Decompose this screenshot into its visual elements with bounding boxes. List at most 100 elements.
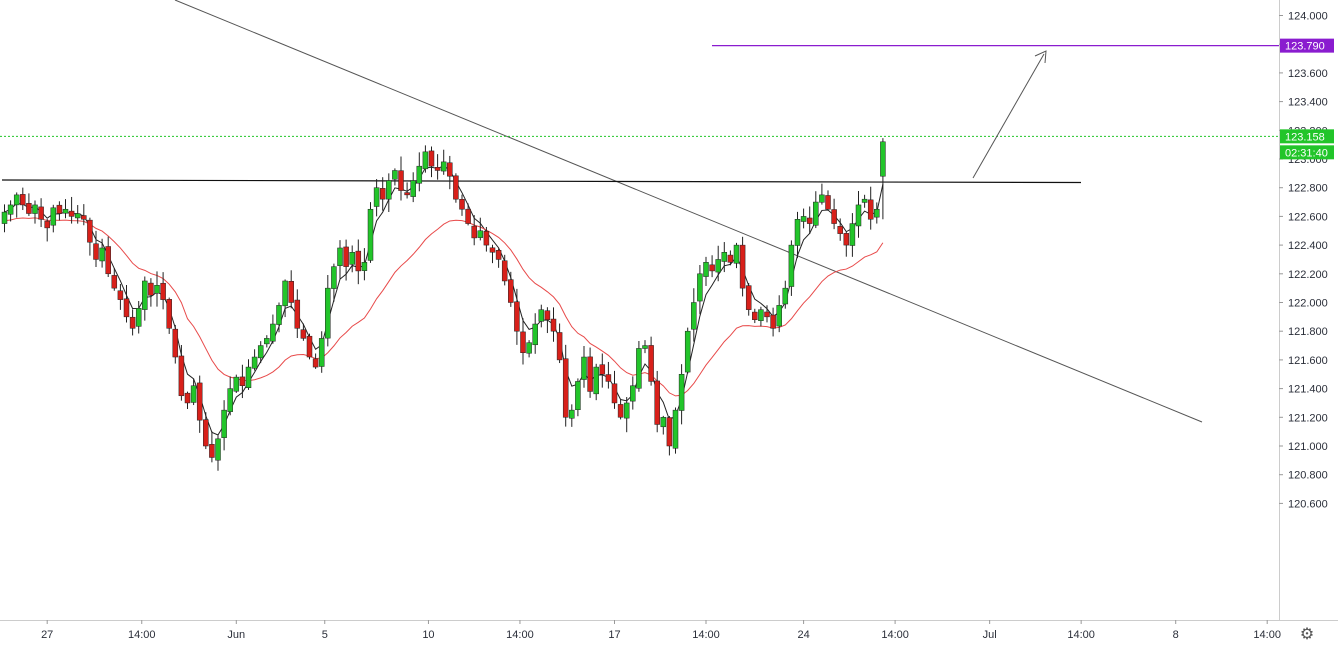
candle-body	[422, 151, 429, 170]
candle-body	[483, 231, 490, 246]
candle-body	[373, 187, 380, 207]
y-tick-label: 122.400	[1288, 240, 1328, 252]
candle-body	[599, 364, 606, 375]
candle-body	[471, 225, 477, 239]
x-tick-label: 14:00	[506, 629, 534, 641]
candle-body	[68, 210, 75, 217]
candle-body	[825, 195, 831, 210]
y-tick-label: 121.600	[1288, 355, 1328, 367]
candle-body	[361, 262, 368, 271]
candle-body	[166, 299, 172, 329]
candle-body	[367, 208, 374, 261]
y-tick-label: 123.600	[1288, 68, 1328, 80]
candle-body	[440, 161, 447, 172]
countdown-tag-bg	[1280, 145, 1334, 160]
candle-body	[379, 188, 386, 200]
candle-body	[386, 180, 392, 200]
candle-body	[160, 282, 166, 300]
candle-body	[648, 345, 654, 382]
candle-body	[843, 233, 850, 246]
candle-body	[776, 305, 782, 327]
candle-body	[178, 355, 185, 397]
candle-body	[325, 287, 331, 339]
candle-body	[87, 219, 93, 243]
candle-body	[32, 204, 38, 214]
candle-body	[123, 298, 130, 318]
candle-body	[532, 323, 538, 346]
ema-slow-line	[4, 217, 884, 397]
y-tick-label: 122.000	[1288, 298, 1328, 310]
candle-body	[501, 260, 508, 282]
candle-body	[666, 417, 673, 447]
arrow-head	[1034, 50, 1047, 64]
candle-body	[264, 338, 270, 345]
candle-body	[745, 285, 752, 310]
candle-body	[831, 209, 837, 224]
candle-body	[465, 208, 471, 224]
candle-body	[1, 211, 8, 224]
x-tick-label: 14:00	[128, 629, 156, 641]
candle-body	[575, 381, 581, 410]
candle-body	[514, 301, 520, 332]
x-tick-label: 8	[1173, 629, 1179, 641]
candle-body	[154, 285, 160, 294]
candle-body	[605, 374, 612, 382]
candle-body	[721, 252, 728, 262]
candle-body	[337, 247, 343, 266]
candle-body	[770, 314, 776, 329]
candle-body	[221, 409, 227, 438]
candle-body	[684, 330, 691, 373]
y-tick-label: 120.800	[1288, 470, 1328, 482]
candle-body	[38, 206, 44, 220]
candle-body	[331, 266, 337, 289]
y-tick-label: 124.000	[1288, 11, 1328, 23]
candle-body	[245, 366, 252, 389]
y-tick-label: 120.600	[1288, 498, 1328, 510]
gear-icon[interactable]: ⚙	[1299, 624, 1315, 643]
candle-body	[142, 280, 148, 310]
candle-body	[697, 273, 703, 302]
x-tick-label: 10	[422, 629, 434, 641]
candle-body	[636, 348, 642, 389]
candle-body	[447, 162, 453, 177]
resistance-line	[1, 179, 1082, 184]
y-tick-label: 121.400	[1288, 384, 1328, 396]
candle-body	[257, 345, 264, 359]
candle-body	[300, 329, 307, 339]
x-tick-label: 14:00	[692, 629, 720, 641]
candle-body	[837, 226, 843, 234]
candle-body	[593, 366, 599, 395]
candle-body	[276, 305, 282, 325]
countdown-tag: 02:31:40	[1285, 147, 1328, 159]
candle-body	[270, 323, 276, 342]
candle-body	[819, 194, 825, 203]
candle-body	[343, 246, 349, 267]
candle-body	[544, 310, 551, 320]
candles	[1, 138, 886, 471]
candle-body	[105, 246, 111, 275]
candle-body	[148, 282, 154, 296]
candle-body	[318, 338, 325, 367]
candle-body	[196, 382, 203, 421]
candle-body	[758, 309, 764, 321]
x-tick-label: 24	[797, 629, 809, 641]
candle-body	[556, 332, 563, 361]
candle-body	[306, 335, 313, 358]
candle-body	[587, 356, 593, 392]
y-tick-label: 122.800	[1288, 183, 1328, 195]
candle-body	[135, 307, 142, 327]
candle-body	[434, 167, 441, 171]
candle-body	[703, 262, 709, 277]
candle-body	[294, 299, 301, 329]
y-tick-label: 122.600	[1288, 211, 1328, 223]
candle-body	[215, 438, 221, 461]
candle-body	[764, 311, 770, 318]
candle-body	[410, 180, 416, 197]
x-tick-label: 5	[322, 629, 328, 641]
candle-body	[794, 219, 801, 246]
y-tick-label: 121.200	[1288, 412, 1328, 424]
current-price-tag: 123.158	[1285, 131, 1325, 143]
candle-body	[654, 380, 660, 425]
y-tick-label: 123.400	[1288, 97, 1328, 109]
